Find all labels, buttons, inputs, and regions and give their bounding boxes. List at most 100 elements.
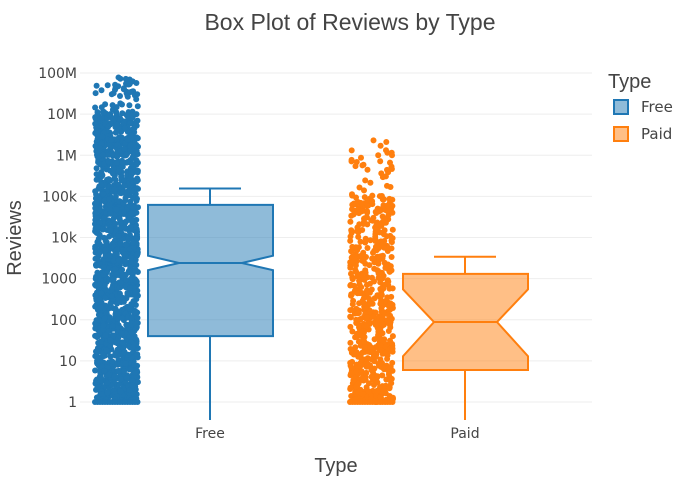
data-point	[358, 252, 365, 259]
box-free[interactable]	[147, 203, 274, 338]
data-point	[100, 322, 107, 329]
legend-item-free[interactable]: Free	[613, 98, 673, 116]
data-point	[361, 338, 368, 345]
data-point	[110, 276, 117, 282]
data-point	[106, 201, 113, 208]
data-point	[347, 339, 354, 346]
data-point	[129, 112, 136, 119]
data-point	[134, 314, 141, 321]
y-axis-title: Reviews	[4, 200, 26, 276]
data-point	[121, 251, 128, 258]
data-point	[100, 271, 107, 278]
data-point	[376, 254, 383, 260]
data-point	[355, 229, 362, 236]
data-point	[374, 221, 381, 228]
data-point	[96, 231, 103, 238]
data-point	[350, 377, 357, 384]
data-point	[384, 182, 390, 189]
y-tick-label: 100	[50, 313, 77, 329]
data-point	[389, 226, 396, 233]
y-tick-label: 1000	[41, 272, 77, 288]
data-point	[111, 186, 118, 193]
data-point	[349, 243, 356, 250]
legend-item-paid[interactable]: Paid	[613, 125, 672, 143]
data-point	[384, 355, 391, 362]
legend[interactable]: Type Free Paid	[608, 71, 673, 143]
data-point	[123, 242, 130, 248]
data-point	[347, 237, 354, 244]
data-point	[106, 252, 113, 259]
data-point	[99, 115, 105, 121]
data-point	[375, 152, 382, 159]
data-point	[354, 330, 361, 337]
data-point	[121, 224, 128, 231]
data-point	[361, 187, 367, 194]
data-point	[347, 233, 354, 240]
data-point	[377, 342, 384, 349]
data-point	[356, 324, 362, 331]
data-point	[134, 251, 141, 258]
data-point	[115, 74, 122, 81]
y-tick-label: 100k	[42, 189, 78, 205]
data-point	[95, 154, 102, 161]
data-point	[134, 351, 140, 358]
data-point	[108, 293, 115, 299]
data-point	[123, 277, 130, 283]
data-point	[367, 179, 374, 186]
data-point	[387, 377, 394, 384]
data-point	[364, 166, 371, 173]
data-point	[117, 219, 124, 226]
data-point	[111, 175, 118, 182]
data-point	[383, 349, 390, 356]
data-point	[96, 329, 103, 336]
data-point	[351, 282, 358, 289]
data-point	[388, 254, 395, 260]
data-point	[106, 141, 113, 148]
data-point	[108, 136, 115, 143]
data-point	[385, 207, 392, 214]
y-tick-label: 1	[68, 395, 77, 411]
data-point	[93, 262, 99, 268]
data-point	[130, 194, 136, 201]
data-point	[102, 247, 109, 254]
data-point	[128, 329, 135, 336]
data-point	[347, 264, 354, 271]
data-point	[347, 314, 354, 321]
data-point	[122, 125, 129, 132]
data-point	[363, 363, 370, 370]
data-point	[134, 379, 141, 386]
data-point	[119, 110, 126, 117]
data-point	[107, 353, 114, 360]
data-point	[102, 101, 109, 108]
y-tick-label: 10M	[47, 107, 77, 123]
data-point	[354, 224, 361, 231]
data-point	[110, 115, 117, 122]
data-point	[129, 344, 136, 351]
data-point	[132, 266, 138, 273]
data-point	[113, 251, 120, 257]
data-point	[101, 315, 108, 322]
data-point	[359, 375, 366, 382]
data-point	[371, 336, 378, 343]
data-point	[121, 209, 127, 216]
data-point	[93, 165, 100, 172]
data-point	[124, 136, 131, 143]
data-point	[367, 343, 374, 350]
data-point	[389, 152, 395, 159]
data-point	[366, 295, 373, 302]
data-point	[385, 328, 392, 334]
data-point	[97, 145, 104, 152]
data-point	[385, 169, 392, 176]
data-point	[355, 210, 362, 217]
data-point	[364, 221, 371, 228]
data-point	[109, 305, 116, 311]
data-point	[133, 178, 140, 185]
data-point	[370, 313, 377, 320]
data-point	[110, 165, 117, 172]
data-point	[378, 297, 385, 304]
data-point	[101, 282, 108, 289]
data-point	[122, 257, 128, 264]
data-point	[107, 337, 114, 344]
data-point	[102, 332, 109, 339]
data-point	[93, 176, 100, 183]
